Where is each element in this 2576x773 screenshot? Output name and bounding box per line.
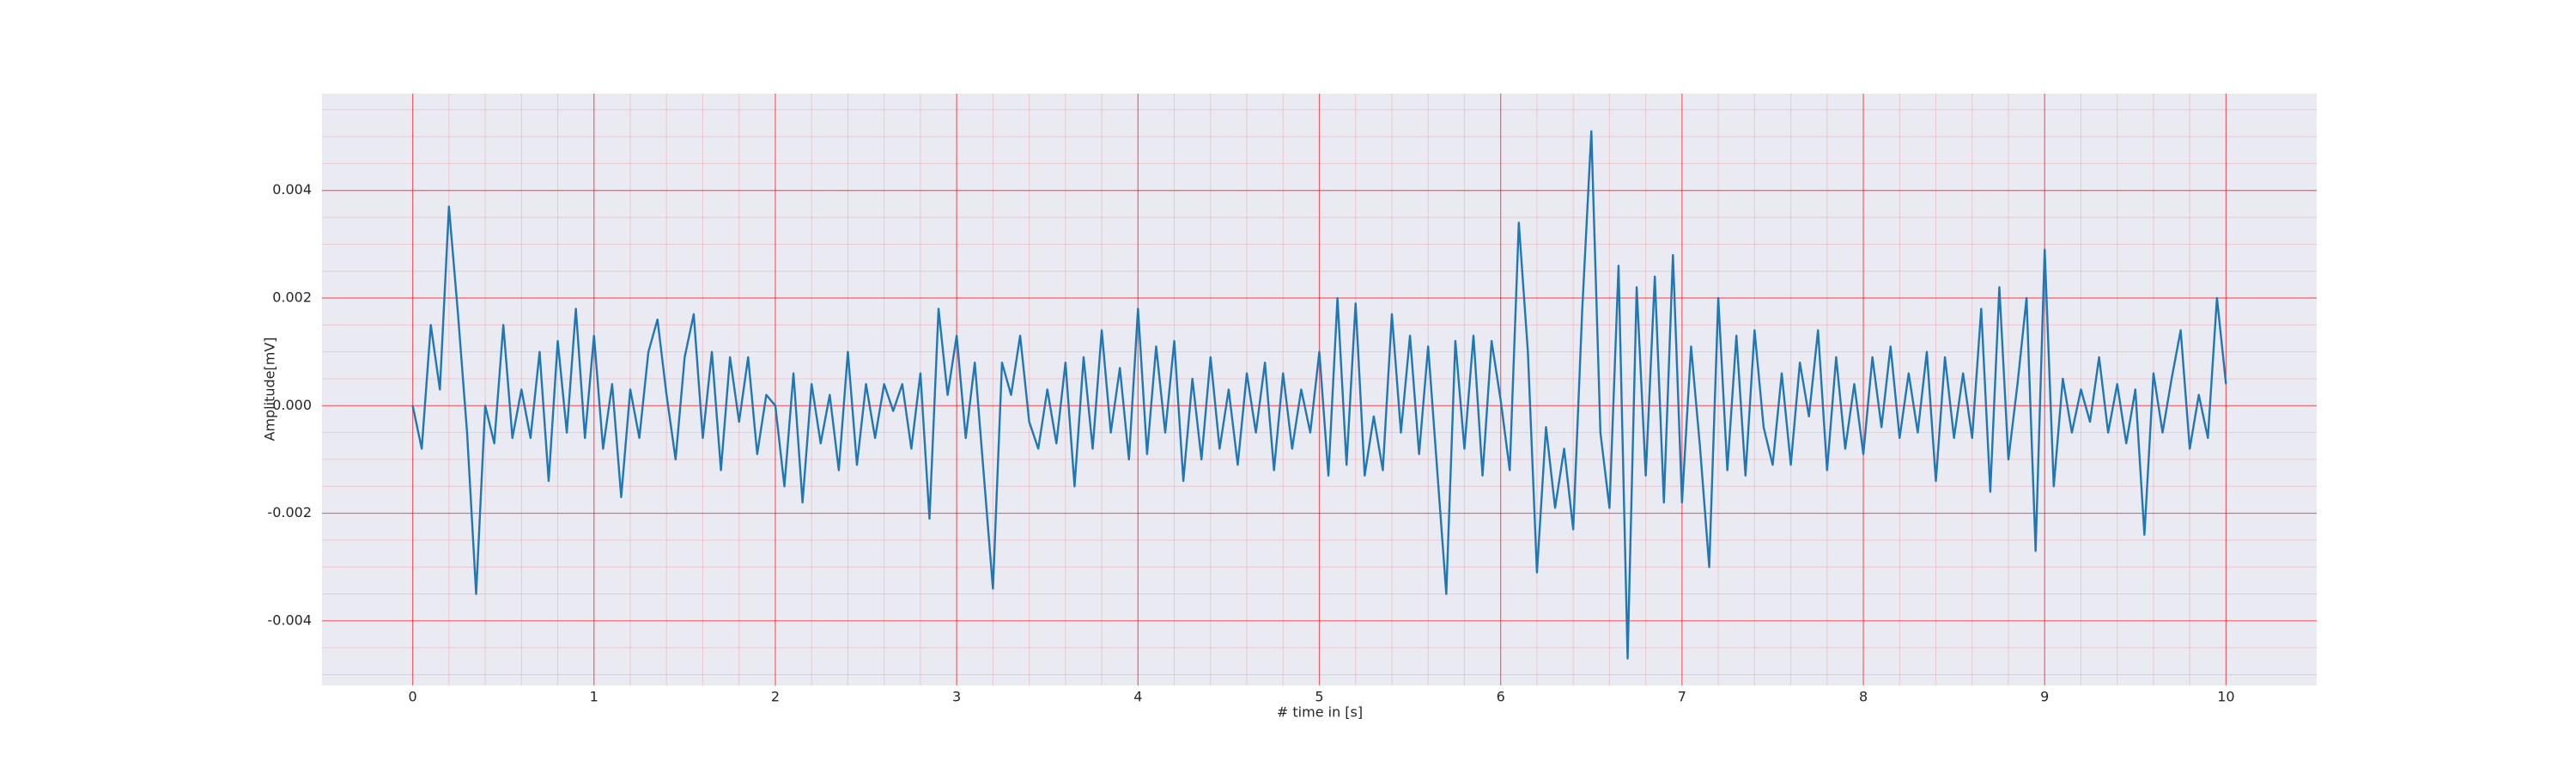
x-tick-label: 2 <box>771 689 780 705</box>
y-tick-label: 0.004 <box>272 181 312 198</box>
x-tick-label: 1 <box>590 689 598 705</box>
x-tick-label: 5 <box>1315 689 1323 705</box>
x-axis-label: # time in [s] <box>1277 704 1363 721</box>
x-tick-label: 0 <box>408 689 416 705</box>
y-tick-label: 0.002 <box>272 289 312 306</box>
y-tick-label: -0.004 <box>267 612 312 628</box>
y-tick-label: 0.000 <box>272 397 312 413</box>
x-tick-label: 7 <box>1678 689 1686 705</box>
x-tick-label: 8 <box>1859 689 1868 705</box>
x-tick-label: 10 <box>2217 689 2234 705</box>
x-tick-label: 9 <box>2040 689 2049 705</box>
y-axis-label: Amplitude[mV] <box>262 337 278 441</box>
x-tick-label: 4 <box>1133 689 1142 705</box>
x-tick-label: 3 <box>952 689 961 705</box>
x-tick-label: 6 <box>1497 689 1505 705</box>
data-line <box>411 130 2227 660</box>
y-tick-label: -0.002 <box>267 504 312 520</box>
